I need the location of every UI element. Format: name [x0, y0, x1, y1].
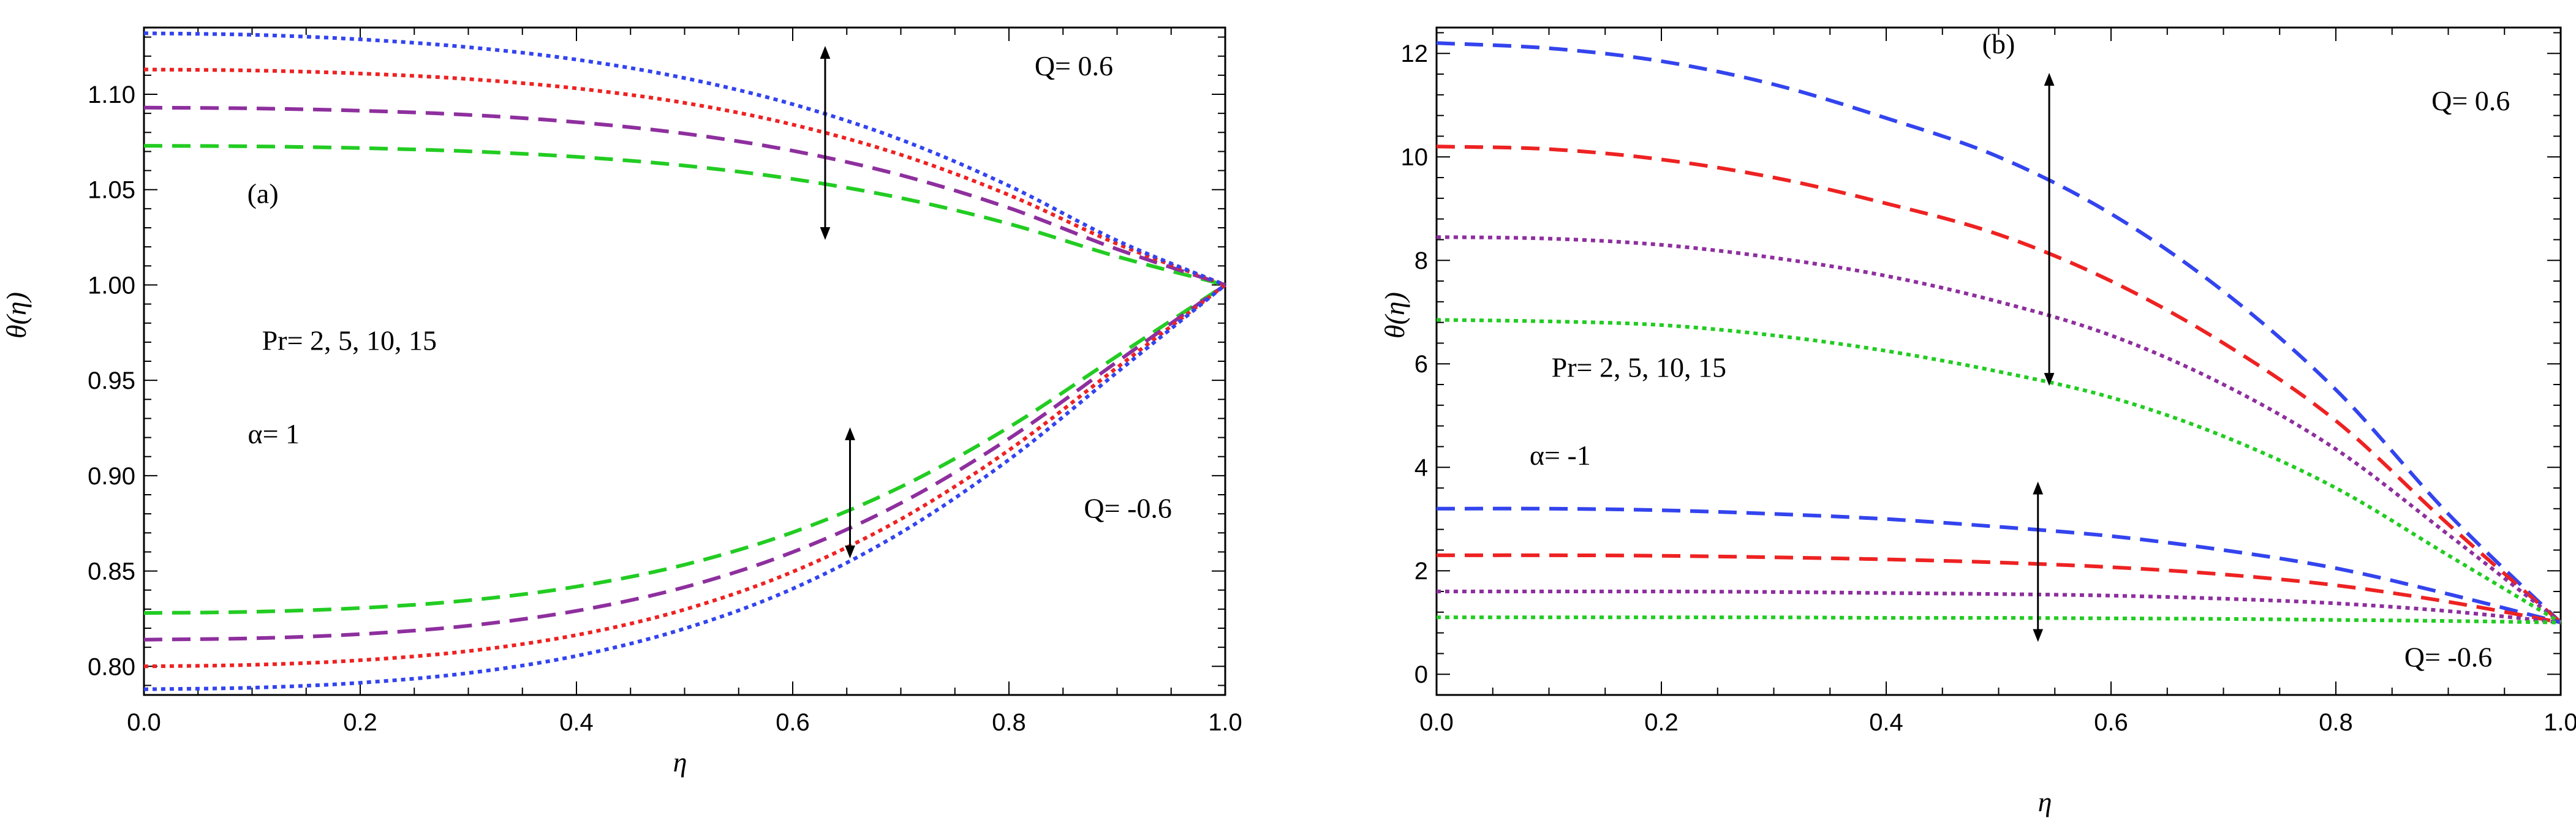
panel-a-xlabel: η — [673, 746, 687, 778]
panel-a-ytick-label: 1.10 — [88, 81, 135, 108]
panel-a-xtick-label: 1.0 — [1208, 709, 1242, 736]
panel-b-series-pr-15-q-0-6 — [1436, 506, 2561, 625]
panel-b-xtick-label: 0.2 — [1644, 709, 1679, 736]
panel-b-ytick-label: 0 — [1415, 661, 1428, 688]
panel-a-ytick-label: 1.00 — [88, 272, 135, 299]
panel-b-series-pr-2-q-0-6 — [1436, 318, 2562, 625]
panel-a-ytick-label: 0.80 — [88, 653, 135, 680]
panel-b-ylabel: θ(η) — [1379, 292, 1410, 339]
panel-a-xtick-label: 0.8 — [992, 709, 1026, 736]
panel-b-series-pr-10-q-0-6 — [1436, 145, 2562, 624]
panel-a-xtick-label: 0.2 — [343, 709, 377, 736]
panel-b-ytick-label: 6 — [1415, 351, 1428, 378]
panel-b-xtick-label: 1.0 — [2544, 709, 2576, 736]
panel-b-annotation: Q= -0.6 — [2404, 642, 2492, 673]
panel-b-annotation: α= -1 — [1530, 440, 1591, 471]
panel-a-series-pr-2-q-0-6 — [143, 144, 1226, 287]
panel-a-series-pr-5-q-0-6 — [143, 105, 1226, 287]
panel-a-ytick-label: 0.95 — [88, 367, 135, 394]
panel-a-series-pr-10-q-0-6 — [143, 67, 1226, 287]
panel-a-series-pr-15-q-0-6 — [143, 31, 1226, 287]
panel-a-series-pr-2-q-0-6 — [143, 283, 1226, 615]
panel-b-series-pr-2-q-0-6 — [1437, 615, 2561, 625]
panel-a-annotation: Pr= 2, 5, 10, 15 — [262, 325, 437, 356]
panel-b-xtick-label: 0.6 — [2094, 709, 2128, 736]
panel-b-ytick-label: 12 — [1401, 40, 1429, 67]
panel-b-xlabel: η — [2038, 786, 2052, 817]
panel-a-ytick-label: 0.90 — [88, 463, 135, 490]
panel-b-ytick-label: 2 — [1415, 558, 1428, 585]
panel-a-xtick-label: 0.6 — [776, 709, 810, 736]
panel-b-xtick-label: 0.8 — [2319, 709, 2353, 736]
panel-b-annotation: Pr= 2, 5, 10, 15 — [1552, 351, 1726, 383]
panel-a-annotation: Q= 0.6 — [1035, 50, 1113, 81]
panel-a-temperature-alpha-1: θ(η) η 0.0 0.2 0.4 0.6 0.8 1.0 0.80 0.85 0.90 0.9… — [1, 26, 1242, 778]
panel-b-series-pr-10-q-0-6 — [1436, 553, 2561, 625]
panel-b-series-pr-5-q-0-6 — [1436, 589, 2561, 625]
panel-b-series-pr-15-q-0-6 — [1436, 41, 2563, 624]
panel-a-ytick-label: 1.05 — [88, 177, 135, 204]
panel-b-ytick-label: 10 — [1401, 144, 1429, 171]
panel-a-annotation: α= 1 — [248, 418, 300, 449]
panel-a-xtick-label: 0.4 — [559, 709, 594, 736]
panel-a-annotation: Q= -0.6 — [1084, 492, 1171, 524]
panel-a-series-pr-5-q-0-6 — [143, 283, 1226, 642]
panel-b-ytick-label: 8 — [1415, 247, 1428, 274]
panel-b-temperature-alpha-minus-1: θ(η) η 0.0 0.2 0.4 0.6 0.8 1.0 0 2 4 6 8 10 12 (b) Q= … — [1379, 26, 2576, 817]
panel-a-annotation: (a) — [247, 178, 279, 209]
panel-a-series-pr-15-q-0-6 — [143, 283, 1226, 691]
panel-a-ylabel: θ(η) — [1, 292, 32, 339]
panel-b-series-pr-5-q-0-6 — [1436, 235, 2562, 625]
panel-b-xtick-label: 0.4 — [1869, 709, 1903, 736]
panel-a-ytick-label: 0.85 — [88, 558, 135, 585]
panel-b-annotation: (b) — [1982, 28, 2015, 59]
panel-a-frame — [143, 26, 1226, 696]
panel-b-annotation: Q= 0.6 — [2431, 85, 2510, 116]
panel-b-ytick-label: 4 — [1415, 454, 1428, 481]
panel-b-xtick-label: 0.0 — [1419, 709, 1454, 736]
panel-a-xtick-label: 0.0 — [127, 709, 161, 736]
